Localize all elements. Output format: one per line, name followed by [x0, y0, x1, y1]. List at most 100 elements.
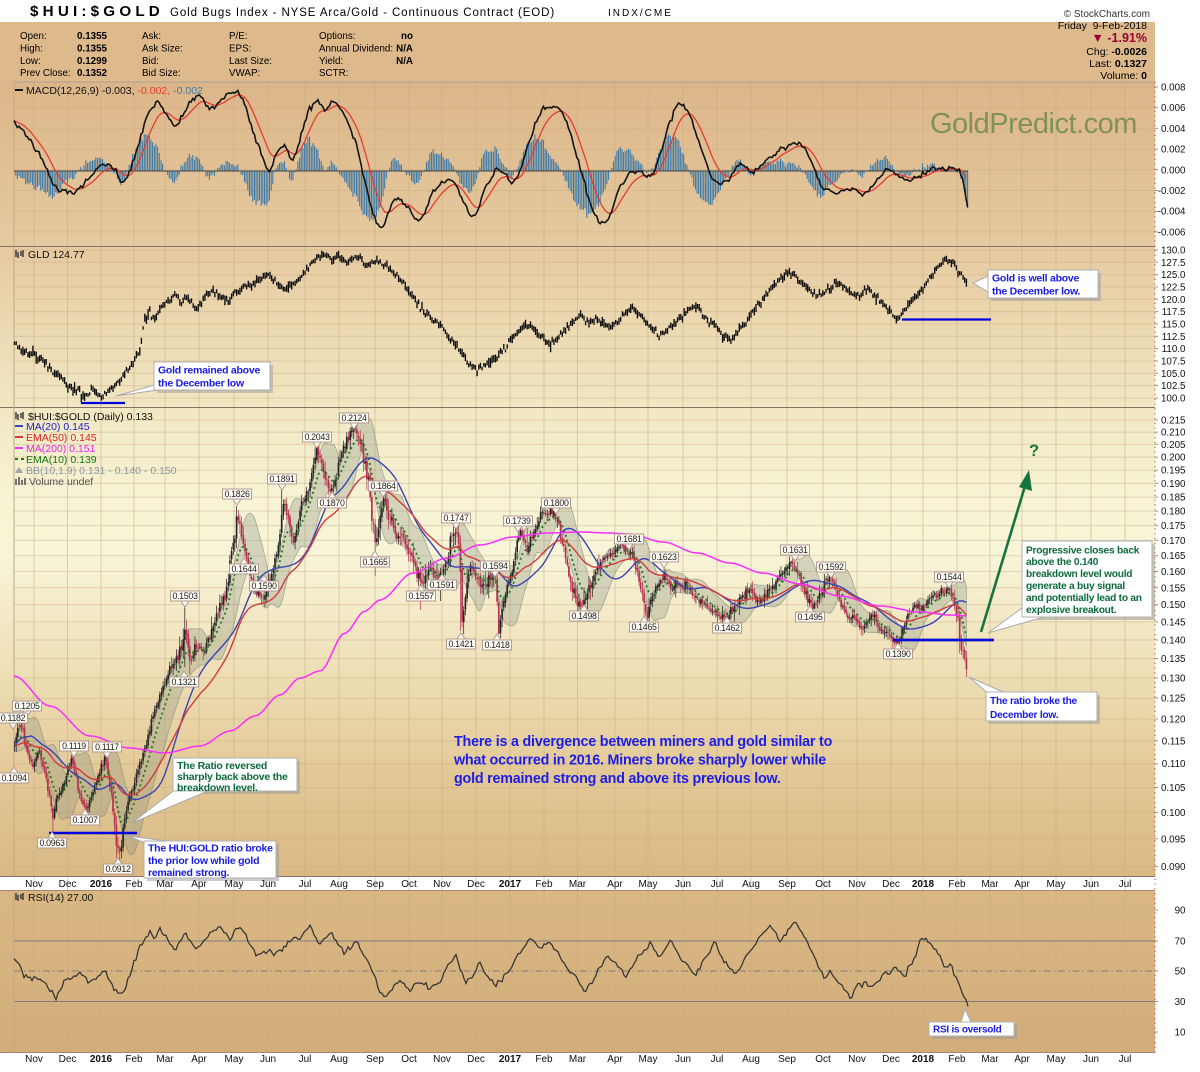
svg-text:RSI(14) 27.00: RSI(14) 27.00 — [28, 892, 94, 904]
svg-text:0.1182: 0.1182 — [1, 713, 26, 723]
svg-text:0.190: 0.190 — [1161, 479, 1186, 490]
svg-text:0.1800: 0.1800 — [543, 498, 569, 508]
svg-text:BB(10,1.9) 0.131 - 0.140 - 0.1: BB(10,1.9) 0.131 - 0.140 - 0.150 — [26, 465, 177, 477]
svg-text:Nov: Nov — [433, 879, 451, 890]
svg-text:Aug: Aug — [742, 1054, 760, 1065]
svg-text:0.090: 0.090 — [1161, 862, 1186, 873]
svg-text:0.1747: 0.1747 — [443, 513, 469, 523]
svg-text:Last Size:: Last Size: — [229, 56, 272, 67]
svg-text:0.130: 0.130 — [1161, 674, 1186, 685]
svg-text:MA(20) 0.145: MA(20) 0.145 — [26, 421, 90, 433]
svg-text:Mar: Mar — [156, 879, 174, 890]
svg-text:P/E:: P/E: — [229, 31, 248, 42]
svg-text:Dec: Dec — [467, 1054, 485, 1065]
svg-text:the December low: the December low — [158, 378, 245, 390]
svg-text:0.160: 0.160 — [1161, 567, 1186, 578]
svg-text:Bid:: Bid: — [142, 56, 159, 67]
svg-text:May: May — [639, 879, 658, 890]
svg-text:Annual Dividend:: Annual Dividend: — [319, 44, 393, 55]
svg-text:sharply back above the: sharply back above the — [177, 771, 288, 783]
svg-text:Gold Bugs Index - NYSE Arca/Go: Gold Bugs Index - NYSE Arca/Gold - Conti… — [170, 7, 555, 19]
svg-text:0.140: 0.140 — [1161, 636, 1186, 647]
svg-text:2018: 2018 — [912, 879, 935, 890]
svg-text:High:: High: — [20, 44, 43, 55]
svg-text:122.5: 122.5 — [1161, 283, 1186, 294]
svg-text:-0.002: -0.002 — [1158, 186, 1186, 197]
svg-text:Jul: Jul — [711, 879, 724, 890]
svg-text:Apr: Apr — [1014, 879, 1030, 890]
svg-text:0.1631: 0.1631 — [782, 545, 808, 555]
svg-text:EMA(50) 0.145: EMA(50) 0.145 — [26, 432, 97, 444]
svg-text:50: 50 — [1175, 967, 1186, 978]
svg-text:0.1205: 0.1205 — [14, 701, 40, 711]
svg-text:gold remained strong and above: gold remained strong and above its previ… — [454, 771, 781, 787]
svg-text:0.200: 0.200 — [1161, 453, 1186, 464]
svg-text:0.1390: 0.1390 — [885, 649, 911, 659]
svg-text:Sep: Sep — [366, 1054, 384, 1065]
svg-text:Aug: Aug — [330, 879, 348, 890]
svg-text:The HUI:GOLD ratio broke: The HUI:GOLD ratio broke — [148, 843, 273, 855]
svg-text:125.0: 125.0 — [1161, 270, 1186, 281]
svg-text:N/A: N/A — [396, 56, 413, 67]
svg-text:Bid Size:: Bid Size: — [142, 68, 181, 79]
svg-text:102.5: 102.5 — [1161, 381, 1186, 392]
svg-text:above the 0.140: above the 0.140 — [1026, 557, 1099, 568]
svg-text:0.1355: 0.1355 — [77, 44, 108, 55]
svg-text:Dec: Dec — [59, 879, 77, 890]
svg-text:MA(200) 0.151: MA(200) 0.151 — [26, 443, 96, 455]
svg-text:Jul: Jul — [711, 1054, 724, 1065]
svg-text:0.105: 0.105 — [1161, 783, 1186, 794]
svg-text:Mar: Mar — [569, 1054, 587, 1065]
svg-text:0.1007: 0.1007 — [72, 815, 98, 825]
svg-text:Feb: Feb — [535, 1054, 553, 1065]
svg-text:Dec: Dec — [882, 879, 900, 890]
svg-text:$HUI:$GOLD: $HUI:$GOLD — [30, 3, 164, 20]
svg-text:Volume: 0: Volume: 0 — [1100, 70, 1147, 82]
svg-text:The Ratio reversed: The Ratio reversed — [177, 760, 267, 772]
svg-text:Feb: Feb — [948, 879, 966, 890]
svg-text:May: May — [1047, 879, 1066, 890]
svg-text:0.1591: 0.1591 — [429, 580, 455, 590]
svg-text:2018: 2018 — [912, 1054, 935, 1065]
svg-text:Yield:: Yield: — [319, 56, 343, 67]
svg-text:0.2124: 0.2124 — [341, 413, 367, 423]
svg-text:Feb: Feb — [535, 879, 553, 890]
svg-text:0.150: 0.150 — [1161, 600, 1186, 611]
svg-text:Dec: Dec — [467, 879, 485, 890]
svg-text:0.1891: 0.1891 — [269, 474, 295, 484]
svg-text:2016: 2016 — [90, 1054, 113, 1065]
svg-text:0.1681: 0.1681 — [616, 534, 642, 544]
svg-text:generate a buy signal: generate a buy signal — [1026, 581, 1125, 592]
svg-text:0.1495: 0.1495 — [797, 612, 823, 622]
svg-text:0.2043: 0.2043 — [304, 432, 330, 442]
svg-text:Aug: Aug — [742, 879, 760, 890]
svg-text:Jul: Jul — [1119, 879, 1132, 890]
svg-text:0.215: 0.215 — [1161, 416, 1186, 427]
svg-text:0.1094: 0.1094 — [1, 773, 27, 783]
svg-text:Jun: Jun — [675, 1054, 691, 1065]
svg-text:Mar: Mar — [569, 879, 587, 890]
svg-text:0.175: 0.175 — [1161, 521, 1186, 532]
svg-text:breakdown level would: breakdown level would — [1026, 569, 1132, 580]
svg-text:0.120: 0.120 — [1161, 715, 1186, 726]
svg-text:Oct: Oct — [401, 879, 417, 890]
svg-text:Jun: Jun — [1083, 1054, 1099, 1065]
svg-text:what occurred in 2016. Miners: what occurred in 2016. Miners broke shar… — [453, 753, 826, 769]
svg-text:Jun: Jun — [260, 1054, 276, 1065]
svg-text:107.5: 107.5 — [1161, 357, 1186, 368]
svg-text:-0.006: -0.006 — [1158, 227, 1186, 238]
svg-text:Sep: Sep — [778, 879, 796, 890]
svg-text:Sep: Sep — [366, 879, 384, 890]
svg-text:0.002: 0.002 — [1161, 145, 1186, 156]
svg-text:and potentially lead to an: and potentially lead to an — [1026, 593, 1142, 604]
svg-text:The ratio broke the: The ratio broke the — [990, 696, 1078, 707]
svg-text:N/A: N/A — [396, 44, 413, 55]
svg-text:VWAP:: VWAP: — [229, 68, 260, 79]
svg-text:0.008: 0.008 — [1161, 83, 1186, 94]
svg-text:0.006: 0.006 — [1161, 103, 1186, 114]
svg-text:0.155: 0.155 — [1161, 583, 1186, 594]
svg-text:INDX/CME: INDX/CME — [608, 8, 673, 19]
svg-text:Apr: Apr — [1014, 1054, 1030, 1065]
svg-text:Friday 9-Feb-2018: Friday 9-Feb-2018 — [1058, 20, 1147, 32]
svg-text:Oct: Oct — [401, 1054, 417, 1065]
